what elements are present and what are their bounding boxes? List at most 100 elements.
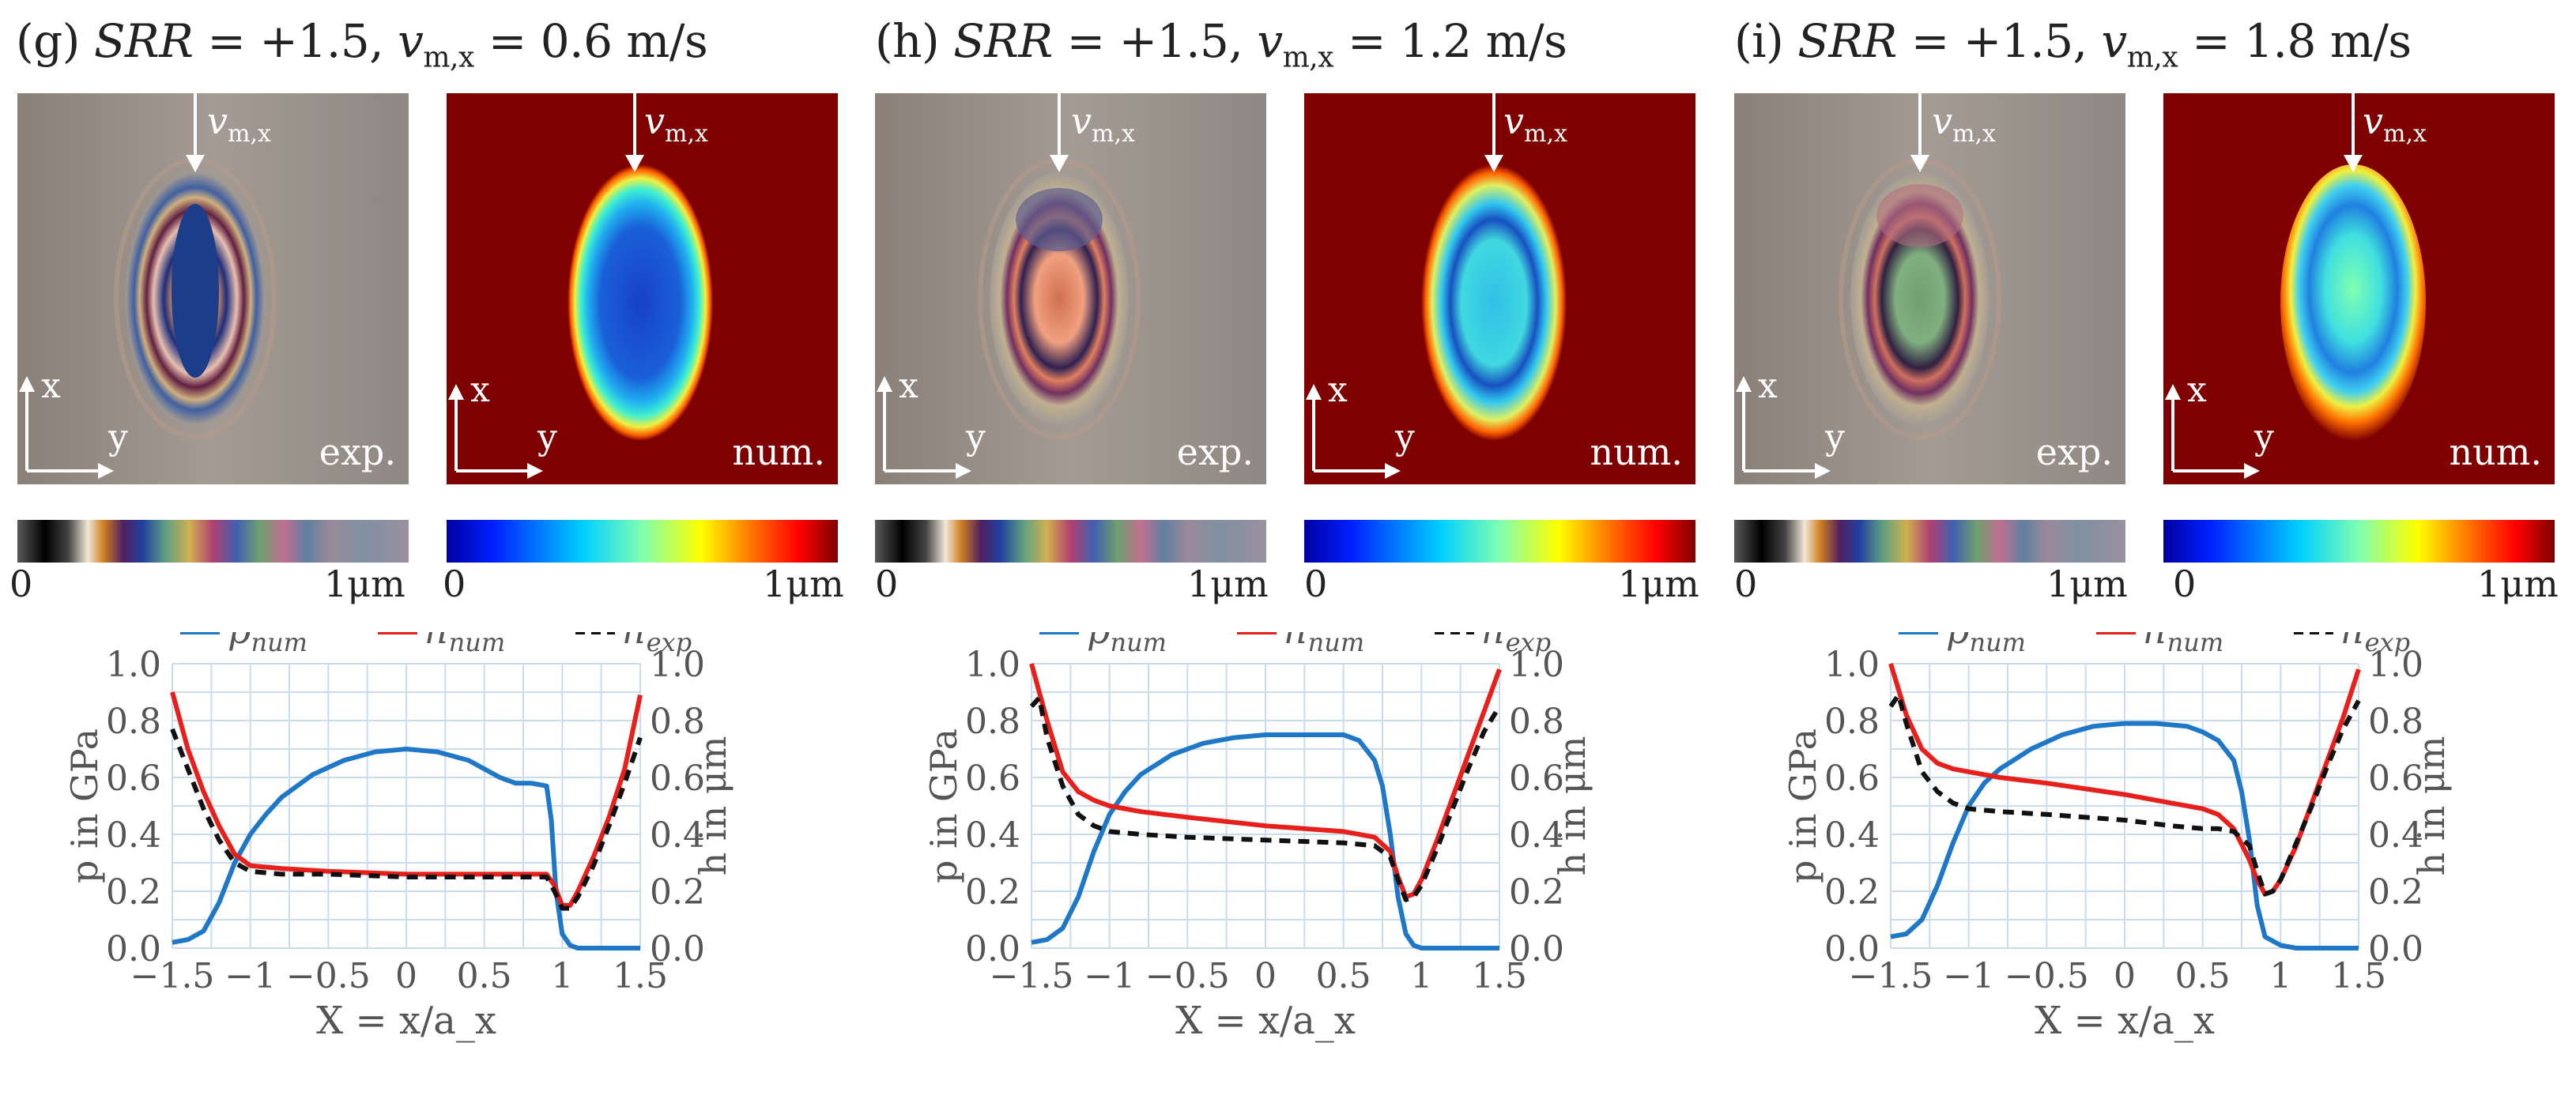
velocity-arrow-label: vm,x <box>644 100 708 149</box>
x-tick-label: 0.5 <box>457 956 512 996</box>
x-tick-label: 0.5 <box>2175 956 2231 996</box>
chart-svg: 0.0 0.0 0.2 0.2 0.4 0.4 0.6 0.6 0.8 0.8 1.0 1.0 −1.5… <box>922 609 1593 1043</box>
panel-title: (g) SRR = +1.5, vm,x = 0.6 m/s <box>16 14 708 74</box>
axis-y-label: y <box>966 417 986 457</box>
axes-arrows <box>1736 93 1929 479</box>
legend-label-p-num: pnum <box>1946 632 2026 657</box>
num-label: num. <box>732 431 826 473</box>
interferogram-svg <box>1734 93 2125 484</box>
y-axis-label-right: h in μm <box>1551 736 1593 876</box>
series-line-h-num <box>1888 663 2361 897</box>
x-tick-label: −0.5 <box>2005 956 2089 996</box>
experimental-image: vm,x x y exp. <box>875 93 1266 484</box>
axis-y-label: y <box>108 417 128 457</box>
panel-h: (h) SRR = +1.5, vm,x = 1.2 m/s <box>859 0 1717 1115</box>
y-tick-label-right: 0.6 <box>2368 759 2423 799</box>
panel-title: (h) SRR = +1.5, vm,x = 1.2 m/s <box>875 14 1567 74</box>
y-tick-label-right: 0.2 <box>1509 872 1564 913</box>
legend-label-h-exp: hexp <box>1482 632 1551 657</box>
legend-label-h-exp: hexp <box>2341 632 2410 657</box>
colorbar-num-min: 0 <box>1304 563 1328 605</box>
colorbar-num-max: 1μm <box>2477 563 2559 605</box>
chart-svg: 0.0 0.0 0.2 0.2 0.4 0.4 0.6 0.6 0.8 0.8 1.0 1.0 −1.5… <box>1782 609 2453 1043</box>
y-tick-label-right: 0.4 <box>1509 815 1564 856</box>
axis-x-label: x <box>1758 366 1778 406</box>
y-tick-label-left: 0.0 <box>965 929 1020 969</box>
x-tick-label: 1.5 <box>1472 956 1527 996</box>
series-line-h-exp <box>170 728 643 911</box>
colorbar-num <box>1304 520 1695 563</box>
colorbar-num <box>2163 520 2555 563</box>
colorbar-num-min: 0 <box>443 563 466 605</box>
x-tick-label: 1 <box>2269 956 2291 996</box>
profile-chart: 0.0 0.0 0.2 0.2 0.4 0.4 0.6 0.6 0.8 0.8 1.0 1.0 −1.5… <box>859 609 1717 1115</box>
x-axis-label: X = x/a_x <box>316 999 496 1043</box>
num-label: num. <box>1590 431 1684 473</box>
series-line-p-num <box>1031 732 1499 950</box>
legend-label-p-num: pnum <box>1087 632 1167 657</box>
x-tick-label: 0.5 <box>1316 956 1371 996</box>
velocity-arrow-label: vm,x <box>207 100 271 149</box>
panel-g: (g) SRR = +1.5, vm,x = 0.6 m/s <box>0 0 858 1115</box>
y-tick-label-left: 1.0 <box>106 645 161 685</box>
x-tick-label: 1 <box>1410 956 1432 996</box>
colorbar-exp <box>17 520 409 563</box>
legend-label-h-num: hnum <box>1284 632 1364 657</box>
axis-x-label: x <box>2187 370 2207 410</box>
axis-y-label: y <box>537 417 557 457</box>
numerical-image: vm,x x y num. <box>447 93 838 484</box>
legend-label-h-num: hnum <box>2144 632 2223 657</box>
colorbar-exp-min: 0 <box>1734 563 1758 605</box>
x-tick-label: −1.5 <box>990 956 1074 996</box>
x-axis-label: X = x/a_x <box>2035 999 2215 1043</box>
x-tick-label: 0 <box>395 956 417 996</box>
y-tick-label-left: 0.4 <box>1824 815 1880 856</box>
colorbar-exp-max: 1μm <box>1187 563 1269 605</box>
y-tick-label-right: 1.0 <box>2368 645 2423 685</box>
x-tick-label: 0 <box>1254 956 1277 996</box>
y-tick-label-left: 0.2 <box>1824 872 1880 913</box>
y-tick-label-left: 0.6 <box>106 759 161 799</box>
y-tick-label-right: 0.8 <box>1509 702 1564 742</box>
y-tick-label-left: 0.8 <box>965 702 1020 742</box>
exp-label: exp. <box>319 431 396 473</box>
axis-x-label: x <box>1328 370 1348 410</box>
y-tick-label-right: 0.2 <box>2368 872 2423 913</box>
numerical-image: vm,x x y num. <box>1304 93 1695 484</box>
legend-label-h-num: hnum <box>425 632 505 657</box>
y-tick-label-right: 0.8 <box>650 702 705 742</box>
series-line-h-num <box>1029 663 1502 900</box>
x-tick-label: −1 <box>1943 956 1994 996</box>
axes-arrows <box>19 93 205 479</box>
y-tick-label-right: 0.4 <box>650 815 705 856</box>
axes-arrows <box>877 93 1069 479</box>
x-tick-label: −0.5 <box>286 956 371 996</box>
y-tick-label-right: 0.0 <box>1509 929 1564 969</box>
axes-arrows <box>1306 93 1503 479</box>
y-tick-label-right: 0.0 <box>650 929 705 969</box>
velocity-arrow-label: vm,x <box>2363 100 2427 149</box>
y-tick-label-left: 0.4 <box>106 815 161 856</box>
chart-svg: 0.0 0.0 0.2 0.2 0.4 0.4 0.6 0.6 0.8 0.8 1.0 1.0 −1.5… <box>63 609 734 1043</box>
y-tick-label-right: 1.0 <box>650 645 705 685</box>
y-tick-label-right: 0.4 <box>2368 815 2423 856</box>
y-tick-label-left: 0.0 <box>1824 929 1880 969</box>
y-tick-label-left: 0.2 <box>106 872 161 913</box>
colorbar-num <box>447 520 838 563</box>
axis-y-label: y <box>2254 417 2274 457</box>
y-tick-label-right: 1.0 <box>1509 645 1564 685</box>
series-line-h-num <box>170 691 643 908</box>
x-tick-label: 1 <box>551 956 573 996</box>
axis-y-label: y <box>1395 417 1415 457</box>
x-tick-label: −1 <box>1084 956 1135 996</box>
velocity-arrow-label: vm,x <box>1071 100 1135 149</box>
interferogram-svg <box>875 93 1266 484</box>
panel-title: (i) SRR = +1.5, vm,x = 1.8 m/s <box>1734 14 2412 74</box>
y-tick-label-left: 1.0 <box>1824 645 1880 685</box>
series-line-h-exp <box>1029 695 1502 902</box>
y-tick-label-right: 0.6 <box>650 759 705 799</box>
axes-arrows <box>2165 93 2363 479</box>
y-axis-label-left: p in GPa <box>1782 728 1824 883</box>
profile-chart: 0.0 0.0 0.2 0.2 0.4 0.4 0.6 0.6 0.8 0.8 1.0 1.0 −1.5… <box>1718 609 2576 1115</box>
panel-i: (i) SRR = +1.5, vm,x = 1.8 m/s <box>1718 0 2576 1115</box>
